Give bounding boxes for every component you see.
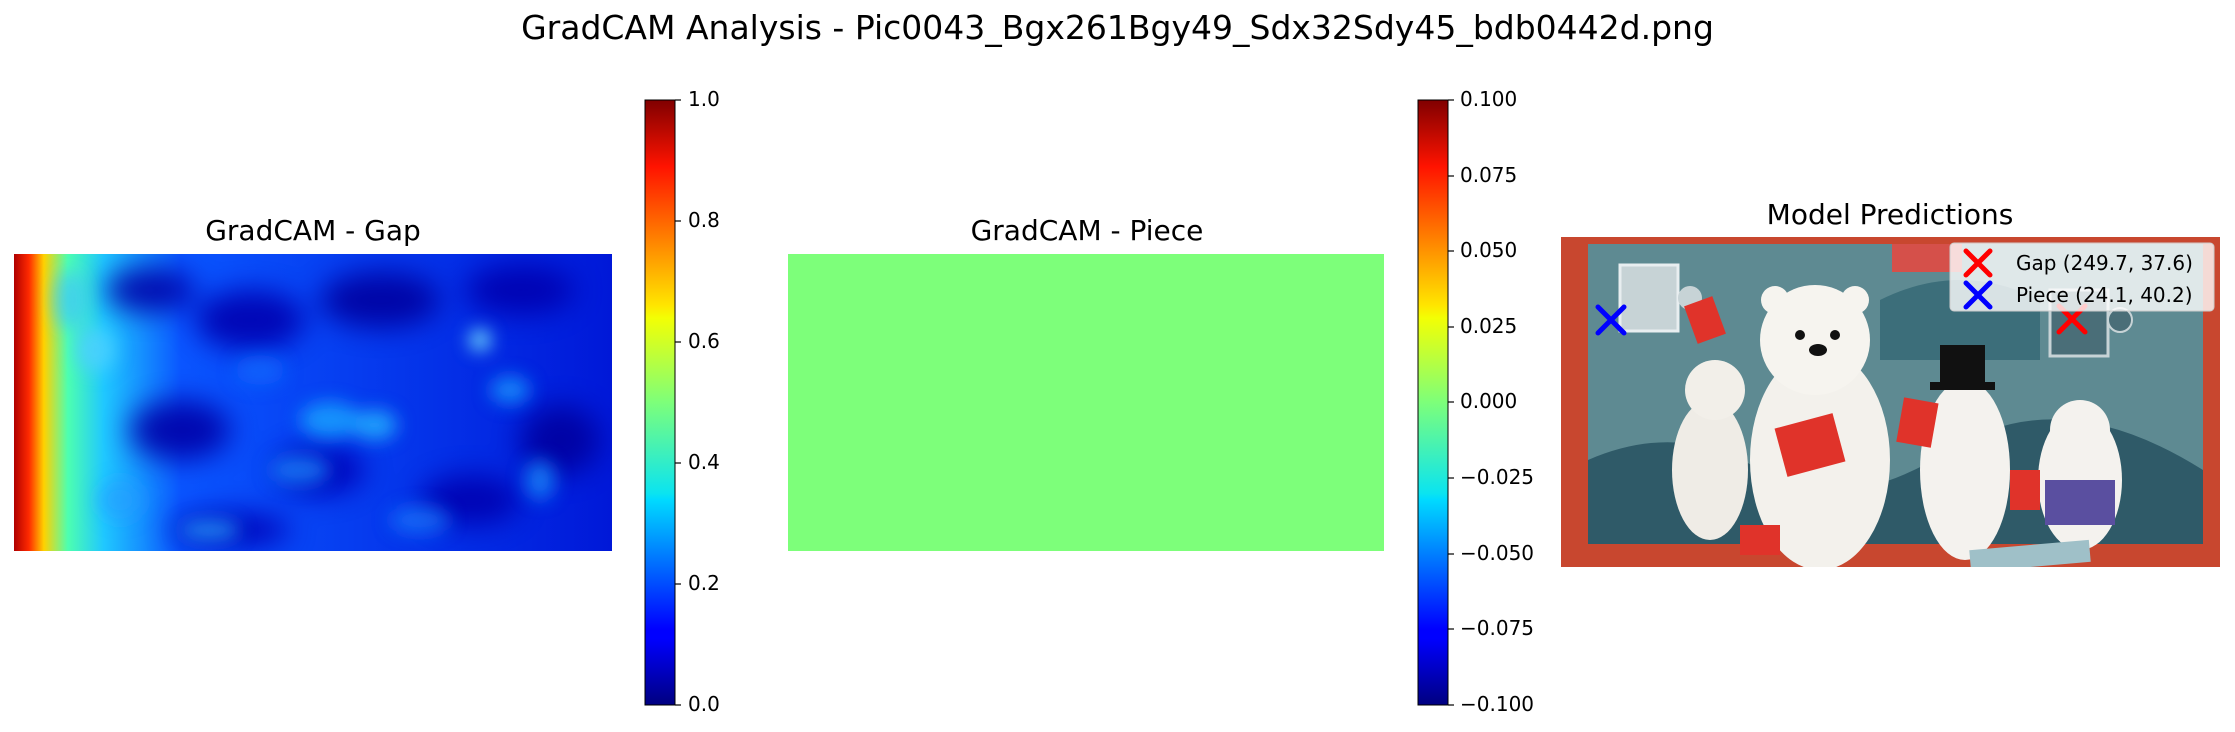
piece-cbar-tick: 0.000 [1460,389,1518,413]
piece-panel-title: GradCAM - Piece [970,214,1204,247]
piece-cbar-tick: 0.050 [1460,238,1518,262]
piece-cbar-tick: −0.025 [1460,465,1535,489]
gap-cbar-tick: 0.4 [688,450,720,474]
figure-title: GradCAM Analysis - Pic0043_Bgx261Bgy49_S… [521,8,1714,47]
piece-heatmap [788,254,1384,551]
gap-cbar-tick: 1.0 [688,87,720,111]
gap-cbar-tick: 0.0 [688,692,720,716]
legend-gap-marker [1963,248,1993,278]
piece-colorbar [1417,99,1454,706]
gap-cbar-tick: 0.6 [688,329,720,353]
legend [1949,242,2215,312]
legend-piece-label: Piece (24.1, 40.2) [2016,283,2193,307]
piece-cbar-tick: 0.025 [1460,314,1518,338]
legend-piece-marker [1963,280,1993,310]
piece-cbar-tick: −0.075 [1460,616,1535,640]
gap-colorbar [644,99,681,706]
piece-cbar-tick: 0.075 [1460,163,1518,187]
piece-cbar-tick: 0.100 [1460,87,1518,111]
gap-cbar-tick: 0.8 [688,208,720,232]
gap-cbar-tick: 0.2 [688,571,720,595]
piece-prediction-marker [1595,304,1627,336]
piece-cbar-tick: −0.100 [1460,692,1535,716]
gap-heatmap [14,254,612,551]
legend-gap-label: Gap (249.7, 37.6) [2016,251,2193,275]
gap-panel-title: GradCAM - Gap [205,214,421,247]
piece-cbar-tick: −0.050 [1460,541,1535,565]
predictions-panel-title: Model Predictions [1766,198,2014,231]
